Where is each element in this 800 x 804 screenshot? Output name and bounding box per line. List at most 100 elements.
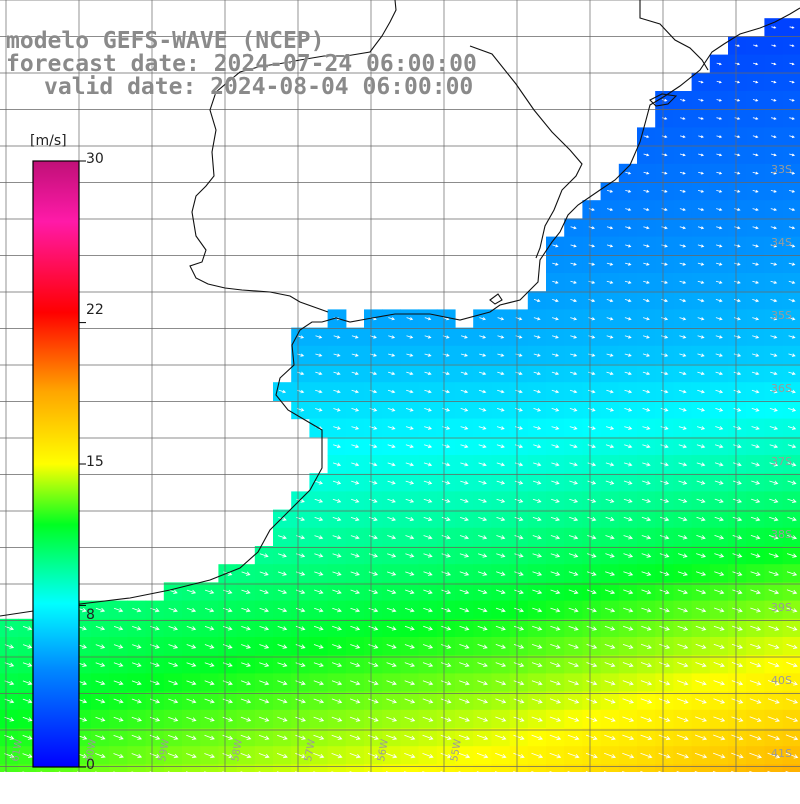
wind-arrow	[315, 389, 323, 394]
wind-arrow	[788, 226, 796, 230]
wind-cell	[600, 764, 620, 772]
wind-arrow	[567, 716, 580, 722]
wind-arrow	[752, 226, 759, 230]
wind-arrow	[734, 98, 741, 102]
wind-arrow	[222, 680, 233, 686]
wind-arrow	[277, 626, 288, 631]
wind-arrow	[569, 462, 578, 467]
wind-arrow	[606, 317, 614, 321]
wind-arrow	[768, 625, 780, 631]
wind-arrow	[406, 353, 414, 357]
wind-arrow	[694, 752, 708, 759]
wind-arrow	[277, 734, 288, 740]
wind-arrow	[769, 426, 779, 430]
wind-cell	[782, 527, 800, 547]
colorbar-tick-label: 8	[86, 607, 95, 623]
wind-arrow	[624, 353, 632, 357]
wind-arrow	[95, 680, 106, 686]
wind-arrow	[405, 553, 415, 558]
wind-arrow	[605, 444, 615, 449]
wind-arrow	[661, 226, 668, 230]
wind-arrow	[788, 280, 796, 284]
wind-arrow	[770, 189, 777, 193]
wind-arrow	[660, 426, 669, 430]
wind-arrow	[424, 408, 432, 412]
wind-arrow	[513, 734, 525, 740]
wind-arrow	[549, 680, 561, 686]
wind-cell	[782, 491, 800, 511]
wind-arrow	[349, 734, 361, 740]
wind-arrow	[752, 244, 759, 248]
wind-arrow	[387, 371, 396, 376]
wind-arrow	[459, 625, 470, 631]
wind-arrow	[168, 716, 179, 722]
wind-arrow	[550, 553, 561, 558]
wind-arrow	[314, 571, 324, 576]
wind-arrow	[386, 680, 397, 686]
wind-arrow	[241, 589, 251, 594]
wind-arrow	[387, 444, 396, 449]
wind-arrow	[752, 280, 759, 284]
wind-arrow	[679, 353, 687, 357]
wind-cell	[473, 764, 492, 772]
wind-arrow	[733, 426, 742, 430]
wind-arrow	[186, 626, 197, 631]
wind-arrow	[367, 734, 379, 740]
wind-arrow	[640, 643, 652, 649]
wind-arrow	[661, 280, 668, 284]
wind-arrow	[350, 662, 361, 667]
wind-arrow	[386, 662, 397, 667]
wind-cell	[127, 764, 147, 772]
wind-arrow	[532, 625, 543, 631]
wind-cell	[782, 509, 800, 529]
wind-cell	[728, 764, 747, 772]
wind-arrow	[277, 553, 287, 558]
wind-arrow	[552, 244, 559, 248]
wind-arrow	[258, 734, 270, 740]
wind-arrow	[186, 662, 197, 667]
wind-arrow	[332, 535, 342, 540]
wind-arrow	[405, 462, 415, 467]
wind-arrow	[604, 607, 616, 613]
wind-arrow	[406, 389, 414, 394]
wind-arrow	[477, 716, 489, 722]
wind-arrow	[733, 407, 742, 412]
wind-arrow	[4, 626, 14, 631]
wind-arrow	[677, 662, 689, 668]
coastline-interior	[189, 0, 397, 313]
wind-arrow	[478, 444, 487, 449]
wind-arrow	[750, 607, 761, 613]
wind-arrow	[478, 498, 487, 503]
wind-arrow	[494, 771, 498, 772]
wind-arrow	[770, 208, 778, 211]
wind-arrow	[568, 644, 579, 649]
wind-arrow	[606, 298, 614, 303]
wind-arrow	[497, 317, 505, 321]
wind-arrow	[715, 280, 723, 284]
wind-arrow	[788, 189, 796, 193]
wind-arrow	[404, 625, 415, 631]
wind-arrow	[458, 771, 462, 772]
wind-arrow	[785, 752, 799, 759]
wind-arrow	[458, 716, 470, 722]
wind-arrow	[351, 426, 360, 430]
wind-arrow	[567, 698, 580, 704]
wind-arrow	[350, 553, 360, 558]
wind-arrow	[368, 535, 378, 540]
latitude-label: 40S	[771, 674, 792, 687]
wind-arrow	[751, 462, 760, 467]
wind-arrow	[460, 462, 469, 467]
wind-arrow	[696, 444, 706, 449]
wind-arrow	[442, 444, 451, 449]
wind-arrow	[770, 317, 778, 321]
wind-arrow	[733, 444, 742, 449]
wind-cell	[54, 764, 74, 772]
wind-arrow	[604, 662, 616, 668]
wind-arrow	[570, 280, 577, 284]
wind-arrow	[676, 752, 689, 759]
wind-arrow	[787, 480, 797, 485]
wind-arrow	[731, 698, 744, 704]
wind-arrow	[459, 553, 470, 558]
wind-arrow	[605, 426, 615, 430]
wind-arrow	[533, 408, 542, 412]
